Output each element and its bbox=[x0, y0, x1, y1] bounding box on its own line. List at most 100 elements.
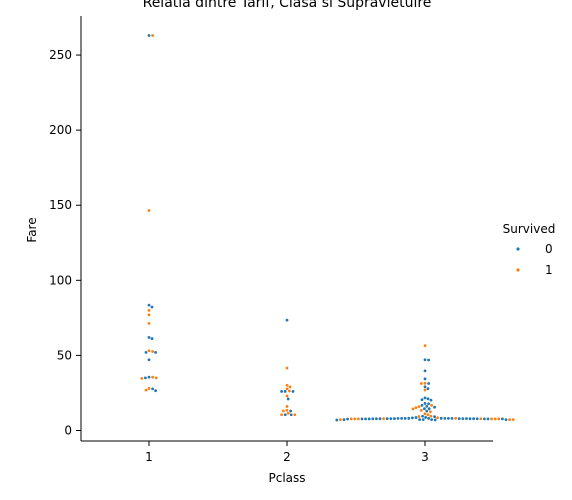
data-point-survived-1 bbox=[293, 413, 297, 417]
y-tick-label: 200 bbox=[49, 123, 72, 137]
data-point-survived-0 bbox=[150, 337, 154, 340]
data-point-survived-0 bbox=[147, 375, 151, 379]
data-point-survived-0 bbox=[423, 377, 427, 381]
data-point-survived-0 bbox=[423, 407, 426, 411]
data-point-survived-0 bbox=[420, 398, 424, 402]
data-point-survived-0 bbox=[427, 402, 430, 406]
legend: Survived 0 1 bbox=[503, 222, 556, 277]
data-point-survived-0 bbox=[501, 417, 504, 421]
data-point-survived-0 bbox=[403, 416, 407, 420]
data-point-survived-0 bbox=[147, 34, 151, 37]
data-point-survived-0 bbox=[433, 415, 436, 419]
data-point-survived-0 bbox=[283, 413, 287, 417]
x-tick-label: 2 bbox=[283, 450, 291, 464]
data-point-survived-1 bbox=[151, 34, 155, 37]
data-point-survived-0 bbox=[472, 417, 475, 421]
data-point-survived-0 bbox=[423, 369, 427, 373]
x-tick-label: 1 bbox=[145, 450, 153, 464]
data-point-survived-0 bbox=[427, 407, 431, 411]
data-point-survived-0 bbox=[429, 398, 433, 402]
data-point-survived-1 bbox=[147, 209, 151, 212]
data-point-survived-1 bbox=[151, 350, 155, 353]
data-point-survived-0 bbox=[426, 387, 430, 390]
data-point-survived-1 bbox=[285, 405, 289, 408]
data-point-survived-0 bbox=[427, 382, 430, 385]
data-point-survived-0 bbox=[439, 416, 443, 420]
chart-title: Relatia dintre Tarif, Clasa si Supraviet… bbox=[143, 0, 432, 11]
data-point-survived-0 bbox=[461, 417, 465, 421]
data-point-survived-0 bbox=[504, 418, 508, 422]
data-point-survived-0 bbox=[389, 417, 393, 421]
data-point-survived-1 bbox=[423, 381, 427, 385]
data-point-survived-1 bbox=[147, 322, 151, 325]
data-point-survived-0 bbox=[465, 417, 468, 421]
data-point-survived-1 bbox=[282, 409, 285, 413]
data-point-survived-0 bbox=[425, 409, 429, 413]
data-point-survived-1 bbox=[429, 414, 433, 418]
data-point-survived-1 bbox=[436, 416, 439, 420]
data-point-survived-0 bbox=[393, 417, 396, 421]
data-point-survived-0 bbox=[475, 417, 479, 421]
data-point-survived-1 bbox=[420, 408, 423, 412]
data-point-survived-1 bbox=[339, 418, 342, 422]
data-point-survived-1 bbox=[423, 344, 427, 348]
data-point-survived-0 bbox=[396, 416, 400, 420]
data-point-survived-0 bbox=[421, 414, 424, 418]
data-point-survived-0 bbox=[443, 416, 447, 420]
data-point-survived-0 bbox=[151, 387, 155, 391]
legend-label: 0 bbox=[545, 242, 553, 256]
data-point-survived-1 bbox=[497, 417, 501, 421]
data-point-survived-0 bbox=[420, 404, 424, 407]
data-point-survived-0 bbox=[424, 416, 427, 419]
data-point-survived-1 bbox=[479, 417, 483, 421]
data-point-survived-0 bbox=[425, 404, 429, 408]
data-point-survived-0 bbox=[457, 417, 461, 421]
data-point-survived-1 bbox=[423, 412, 427, 416]
data-point-survived-1 bbox=[147, 313, 151, 317]
data-point-survived-0 bbox=[154, 389, 158, 393]
data-point-survived-0 bbox=[427, 358, 430, 362]
data-point-survived-1 bbox=[430, 404, 433, 407]
data-point-survived-0 bbox=[486, 417, 490, 421]
data-point-survived-0 bbox=[427, 416, 430, 420]
data-point-survived-0 bbox=[283, 390, 287, 393]
legend-label: 1 bbox=[545, 263, 553, 277]
data-point-survived-0 bbox=[433, 418, 437, 422]
y-tick-label: 150 bbox=[49, 198, 72, 212]
data-point-survived-0 bbox=[430, 418, 433, 421]
y-axis-title: Fare bbox=[25, 217, 39, 242]
data-point-survived-1 bbox=[288, 389, 291, 393]
x-ticks: 1 2 3 bbox=[145, 441, 429, 464]
data-point-survived-0 bbox=[423, 385, 427, 389]
data-point-survived-0 bbox=[154, 350, 158, 354]
data-point-survived-1 bbox=[151, 375, 155, 379]
data-point-survived-1 bbox=[420, 382, 423, 385]
y-tick-label: 100 bbox=[49, 273, 72, 287]
data-point-survived-0 bbox=[421, 418, 425, 421]
data-point-survived-0 bbox=[286, 397, 290, 401]
data-point-survived-1 bbox=[454, 416, 457, 420]
data-point-survived-1 bbox=[144, 388, 148, 392]
data-point-survived-0 bbox=[423, 402, 427, 405]
data-point-survived-0 bbox=[483, 417, 486, 421]
data-point-survived-1 bbox=[490, 417, 493, 421]
data-point-survived-0 bbox=[144, 350, 148, 354]
y-tick-label: 0 bbox=[64, 423, 72, 437]
data-point-survived-0 bbox=[342, 418, 346, 422]
data-point-survived-0 bbox=[367, 417, 371, 421]
data-point-survived-0 bbox=[385, 417, 389, 421]
data-point-survived-1 bbox=[357, 417, 360, 421]
data-point-survived-1 bbox=[429, 410, 432, 414]
data-point-survived-1 bbox=[411, 407, 415, 411]
data-point-survived-0 bbox=[346, 417, 349, 421]
data-point-survived-0 bbox=[447, 416, 450, 420]
x-axis-title: Pclass bbox=[268, 471, 305, 485]
data-point-survived-0 bbox=[450, 416, 454, 420]
data-point-survived-0 bbox=[360, 417, 364, 421]
data-point-survived-1 bbox=[508, 418, 511, 422]
data-point-survived-0 bbox=[418, 418, 421, 421]
data-point-survived-1 bbox=[285, 366, 289, 370]
data-point-survived-1 bbox=[285, 383, 289, 387]
data-point-survived-1 bbox=[417, 415, 421, 418]
